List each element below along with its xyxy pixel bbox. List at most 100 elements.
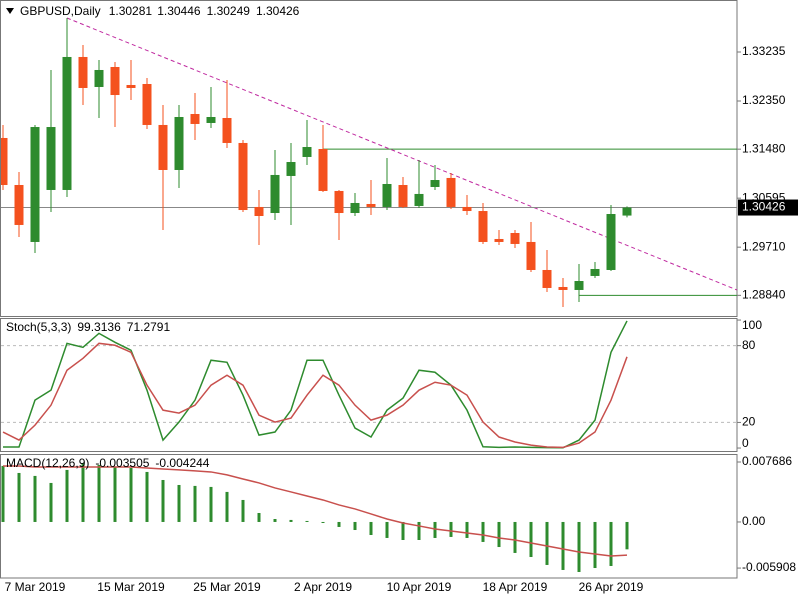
candle-body [270,174,280,214]
y-tick-label: 1.32350 [742,93,786,107]
candle-body [222,117,232,143]
candle-body [14,184,24,225]
price-box [738,199,798,216]
stoch-k: 99.3136 [77,320,121,334]
candle-body [366,203,376,207]
candle-body [254,206,264,217]
candle-body [302,147,312,157]
x-tick-label: 26 Apr 2019 [579,580,644,594]
macd-bar [465,521,469,538]
macd-bar [257,512,261,522]
y-tick-label: 1.33235 [742,44,786,58]
macd-bar [305,520,309,522]
main-panel [0,0,738,317]
macd-signal: -0.004244 [155,456,209,470]
macd-bar [321,521,325,523]
candle-body [110,66,120,96]
candle-body [398,184,408,207]
macd-bar [289,519,293,522]
y-tick-label: 0.007686 [742,454,792,468]
candle-body [30,127,40,242]
candle-body [606,214,616,270]
macd-bar [49,482,53,522]
macd-title: MACD(12,26,9) [6,456,89,470]
macd-bar [193,485,197,522]
macd-bar [177,484,181,522]
stoch-panel [0,318,738,452]
macd-bar [353,521,357,531]
candle-body [1,137,8,185]
macd-bar [561,521,565,570]
y-tick-label: 100 [742,318,762,332]
macd-bar [65,469,69,522]
x-tick-label: 7 Mar 2019 [5,580,66,594]
candle-body [558,286,568,290]
candle-body [574,281,584,290]
trendline [66,17,737,291]
macd-bar [129,467,133,522]
macd-bar [33,475,37,522]
y-tick-label: 20 [742,415,756,429]
macd-bar [481,521,485,542]
candle-body [478,211,488,242]
candle-body [430,180,440,187]
candle-body [590,268,600,276]
y-tick-label: -0.005908 [742,560,796,574]
macd-bar [433,521,437,538]
price-label: 1.30426 [742,200,786,214]
candle-body [446,177,456,207]
x-tick-label: 18 Apr 2019 [483,580,548,594]
macd-bar [401,521,405,540]
macd-main: -0.003505 [95,456,149,470]
candle-body [94,69,104,87]
macd-bar [209,486,213,522]
macd-bar [17,472,21,522]
candle-body [414,193,424,206]
candle-body [62,56,72,190]
x-tick-label: 25 Mar 2019 [193,580,261,594]
macd-bar [417,521,421,540]
candle-body [190,114,200,124]
candle-body [286,162,296,176]
macd-bar [545,521,549,565]
macd-bar [449,521,453,537]
candle-body [622,207,632,216]
macd-bar [625,521,629,550]
close-value: 1.30426 [256,4,300,18]
menu-arrow[interactable] [6,8,14,14]
macd-bar [97,464,101,522]
open-value: 1.30281 [109,4,153,18]
x-tick-label: 10 Apr 2019 [387,580,452,594]
y-tick-label: 1.31480 [742,141,786,155]
macd-bar [513,521,517,553]
stoch-d: 71.2791 [127,320,171,334]
macd-bar [337,521,341,527]
candle-body [78,56,88,88]
stoch-header: Stoch(5,3,3) 99.3136 71.2791 [6,320,170,334]
candle-body [494,238,504,242]
macd-bar [81,462,85,522]
candle-body [318,149,328,191]
macd-bar [273,519,277,522]
candle-body [158,124,168,170]
x-tick-label: 2 Apr 2019 [294,580,352,594]
candle-body [526,241,536,270]
macd-bar [241,499,245,522]
x-tick-label: 15 Mar 2019 [97,580,165,594]
macd-bar [225,491,229,522]
candle-body [238,142,248,211]
macd-bar [529,521,533,558]
candle-body [126,84,136,88]
signal-line [3,465,628,557]
y-tick-label: 1.28840 [742,288,786,302]
candle-body [206,116,216,123]
candle-body [142,83,152,125]
candle-body [174,116,184,170]
macd-bar [145,471,149,522]
candle-body [334,190,344,214]
macd-bar [385,521,389,538]
macd-bar [497,521,501,548]
macd-bar [577,521,581,572]
